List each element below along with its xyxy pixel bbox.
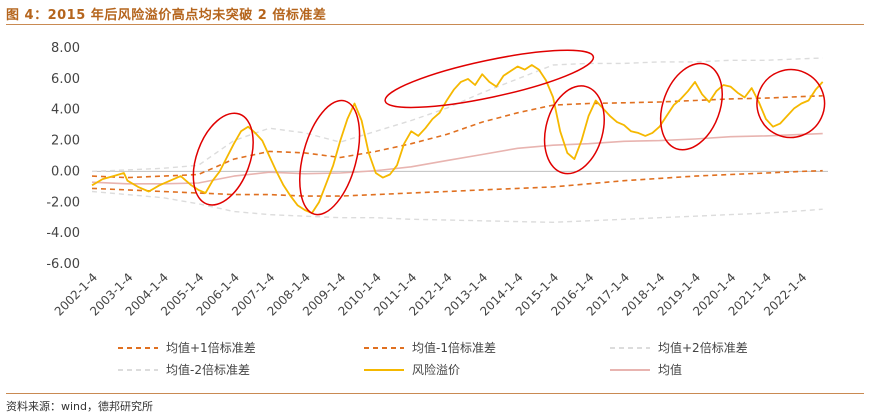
y-tick-label: -6.00	[46, 257, 80, 272]
highlight-circle	[299, 99, 361, 216]
y-tick-label: -4.00	[46, 226, 80, 241]
series-line-minus2	[91, 190, 823, 223]
legend-label: 均值-2倍标准差	[166, 362, 250, 377]
highlight-circle	[384, 49, 595, 109]
source-note: 资料来源：wind，德邦研究所	[6, 400, 154, 413]
y-tick-label: 2.00	[51, 134, 80, 149]
y-tick-label: 8.00	[51, 41, 80, 56]
legend-label: 风险溢价	[412, 362, 460, 377]
series-line-plus1	[91, 95, 823, 179]
title-divider	[6, 24, 864, 25]
source-divider	[6, 393, 864, 394]
series-line-plus2	[91, 57, 823, 173]
legend-label: 均值+2倍标准差	[658, 340, 748, 355]
series-line-mean	[91, 132, 823, 185]
x-axis: 2002-1-42003-1-42004-1-42005-1-42006-1-4…	[52, 270, 810, 318]
legend-label: 均值+1倍标准差	[166, 340, 256, 355]
highlight-circle	[192, 112, 254, 206]
highlight-circle	[659, 62, 723, 151]
y-tick-label: -2.00	[46, 195, 80, 210]
legend-label: 均值	[658, 362, 682, 377]
y-axis: 8.00 6.00 4.00 2.00 0.00 -2.00 -4.00 -6.00	[46, 41, 828, 272]
risk-premium-chart: 8.00 6.00 4.00 2.00 0.00 -2.00 -4.00 -6.00 2002…	[46, 41, 828, 377]
highlight-circle	[756, 68, 826, 139]
legend-label: 均值-1倍标准差	[412, 340, 496, 355]
figure-title: 图 4：2015 年后风险溢价高点均未突破 2 倍标准差	[6, 8, 327, 23]
y-tick-label: 0.00	[51, 164, 80, 179]
series-line-minus1	[91, 169, 823, 197]
y-tick-label: 4.00	[51, 103, 80, 118]
series-layer	[91, 57, 824, 223]
highlight-circle	[543, 85, 605, 175]
annotation-layer	[192, 49, 826, 216]
y-tick-label: 6.00	[51, 72, 80, 87]
series-line-risk-premium	[91, 64, 824, 214]
